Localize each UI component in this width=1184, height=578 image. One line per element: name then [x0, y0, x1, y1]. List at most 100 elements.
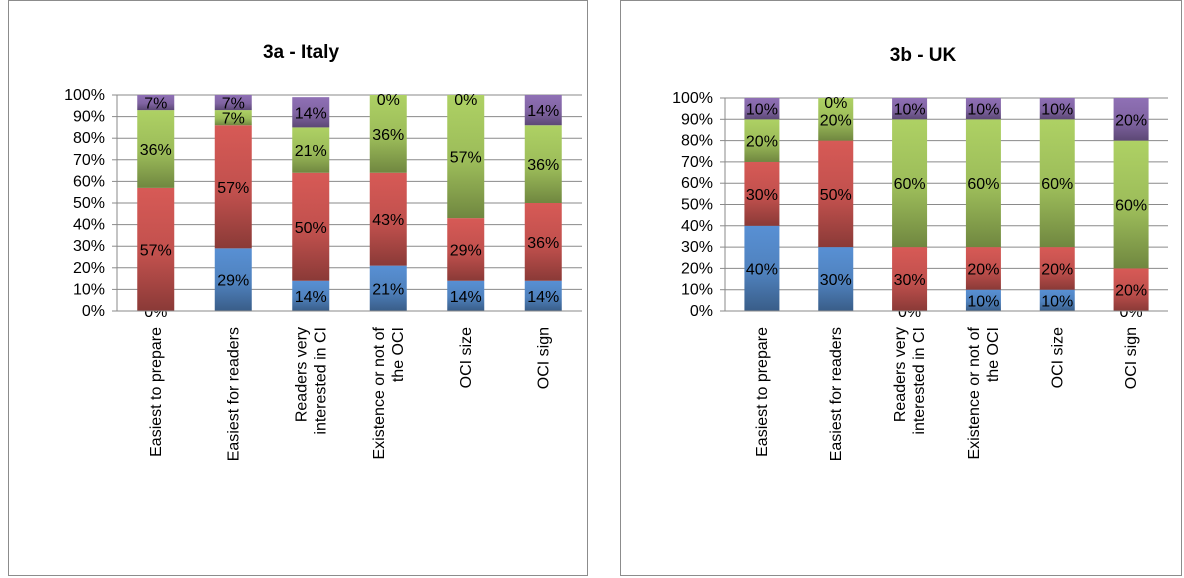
- data-label: 10%: [894, 102, 926, 119]
- y-tick-label: 70%: [73, 152, 105, 169]
- bar-segment: [818, 98, 854, 141]
- x-tick-label: Existence or not of: [966, 326, 983, 459]
- x-tick-label: Existence or not of: [371, 326, 388, 459]
- y-tick-label: 30%: [681, 239, 713, 256]
- bar-segment: [214, 110, 252, 126]
- data-label: 40%: [746, 261, 778, 278]
- bar-segment: [744, 161, 780, 226]
- data-label: 14%: [295, 105, 327, 122]
- data-label: 50%: [295, 220, 327, 237]
- y-tick-label: 30%: [73, 238, 105, 255]
- data-label: 14%: [527, 103, 559, 120]
- bar-segment: [369, 95, 407, 173]
- y-tick-label: 40%: [681, 218, 713, 235]
- data-label: 20%: [1041, 261, 1073, 278]
- bar-segment: [892, 247, 928, 311]
- data-label: 10%: [1041, 102, 1073, 119]
- y-tick-label: 0%: [82, 303, 105, 320]
- data-label: 14%: [450, 289, 482, 306]
- data-label: 21%: [372, 281, 404, 298]
- x-tick-label: OCI size: [1049, 327, 1066, 388]
- bar-segment: [818, 247, 854, 311]
- bar-segment: [1113, 140, 1149, 269]
- bar-segment: [744, 119, 780, 162]
- data-label: 0%: [377, 92, 400, 109]
- chart-italy: 3a - Italy 0% 10% 20% 30% 40% 50% 60% 70% 80% 90%…: [64, 42, 582, 461]
- bar-segment: [447, 95, 485, 219]
- data-label: 57%: [217, 180, 249, 197]
- bar-segment: [524, 203, 562, 281]
- y-tick-label: 40%: [73, 217, 105, 234]
- data-label: 10%: [967, 102, 999, 119]
- data-label: 60%: [1041, 176, 1073, 193]
- x-tick-label: the OCI: [985, 327, 1002, 382]
- x-tick-label: Easiest for readers: [828, 327, 845, 461]
- bar-segment: [137, 95, 175, 111]
- data-label: 60%: [894, 176, 926, 193]
- bar-segment: [965, 98, 1001, 120]
- bar-segment: [137, 187, 175, 311]
- x-tick-label: interested in CI: [312, 327, 329, 435]
- data-label: 60%: [967, 176, 999, 193]
- data-label: 20%: [1115, 112, 1147, 129]
- data-label: 20%: [746, 134, 778, 151]
- y-tick-label: 100%: [672, 90, 713, 107]
- data-label: 14%: [295, 289, 327, 306]
- bar-segment: [214, 125, 252, 249]
- chart-title: 3a - Italy: [263, 42, 339, 63]
- bar-segment: [1113, 268, 1149, 311]
- y-tick-label: 10%: [73, 281, 105, 298]
- bar-segment: [524, 125, 562, 203]
- y-tick-label: 100%: [64, 87, 105, 104]
- data-label: 36%: [140, 142, 172, 159]
- bar-segment: [744, 225, 780, 311]
- chart-panel-italy: 3a - Italy 0% 10% 20% 30% 40% 50% 60% 70% 80% 90%…: [8, 0, 588, 576]
- bar-segment: [137, 110, 175, 188]
- x-tick-label: OCI sign: [1123, 327, 1140, 389]
- y-tick-label: 60%: [681, 175, 713, 192]
- data-label: 14%: [527, 289, 559, 306]
- y-tick-label: 20%: [73, 260, 105, 277]
- data-label: 50%: [820, 187, 852, 204]
- bar-segment: [214, 95, 252, 111]
- y-tick-label: 90%: [681, 111, 713, 128]
- bar-segment: [292, 172, 330, 281]
- data-label: 60%: [1115, 198, 1147, 215]
- bar-segment: [447, 218, 485, 281]
- data-label: 0%: [824, 95, 847, 112]
- x-tick-label: Easiest to prepare: [148, 327, 165, 457]
- data-label: 43%: [372, 212, 404, 229]
- data-label: 7%: [144, 96, 167, 113]
- bar-segment: [369, 172, 407, 266]
- bar-segment: [1039, 119, 1075, 248]
- y-tick-label: 50%: [73, 195, 105, 212]
- y-tick-label: 70%: [681, 154, 713, 171]
- bar-segment: [744, 98, 780, 120]
- x-tick-label: Readers very: [293, 327, 310, 422]
- data-label: 29%: [217, 273, 249, 290]
- bar-segment: [292, 127, 330, 173]
- bar-segment: [214, 248, 252, 311]
- data-label: 57%: [450, 150, 482, 167]
- chart-title: 3b - UK: [890, 45, 957, 66]
- data-label: 0%: [454, 92, 477, 109]
- bar-segment: [892, 98, 928, 120]
- y-tick-label: 80%: [681, 133, 713, 150]
- data-label: 36%: [527, 157, 559, 174]
- data-label: 30%: [894, 272, 926, 289]
- bar-segment: [1113, 98, 1149, 141]
- y-tick-label: 10%: [681, 282, 713, 299]
- bar-segment: [369, 265, 407, 311]
- data-label: 36%: [372, 127, 404, 144]
- data-label: 20%: [967, 261, 999, 278]
- bar-segment: [965, 247, 1001, 290]
- x-tick-label: OCI size: [458, 327, 475, 388]
- y-tick-label: 50%: [681, 197, 713, 214]
- bar-segment: [292, 97, 330, 128]
- x-tick-label: Readers very: [892, 327, 909, 422]
- x-tick-label: OCI sign: [535, 327, 552, 389]
- y-tick-label: 0%: [690, 303, 713, 320]
- y-tick-label: 80%: [73, 130, 105, 147]
- bar-segment: [892, 119, 928, 248]
- bar-segment: [818, 140, 854, 248]
